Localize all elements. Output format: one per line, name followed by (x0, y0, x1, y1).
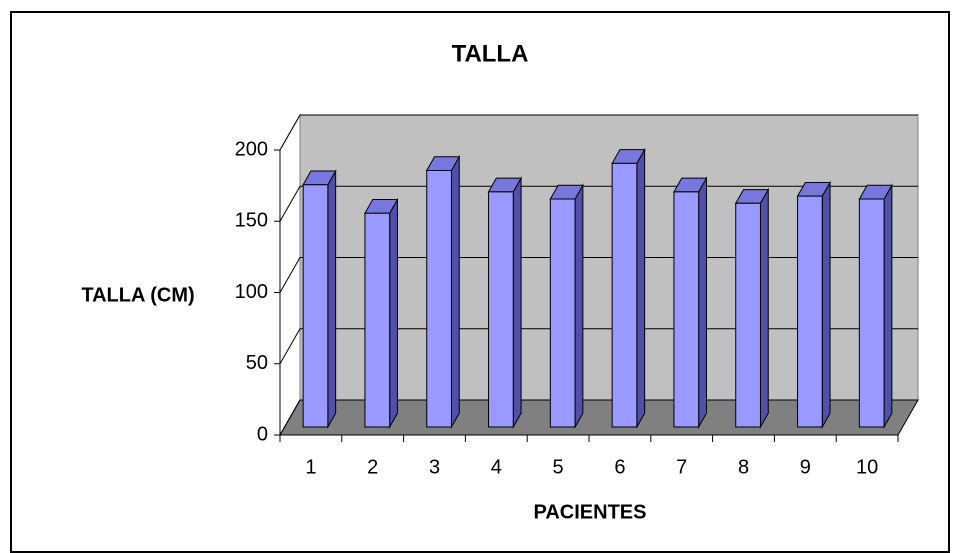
x-tick-label: 5 (553, 456, 564, 478)
bar (425, 154, 461, 429)
bar-side (574, 183, 584, 429)
bar (302, 169, 337, 429)
x-tick-label: 6 (614, 456, 625, 478)
bar-front (797, 195, 823, 428)
bar (487, 176, 522, 429)
bar-front (611, 162, 638, 428)
grid-line (279, 399, 918, 436)
bar-front (735, 202, 761, 428)
bar (796, 180, 831, 429)
x-tick-label: 10 (856, 456, 878, 478)
grid-line (279, 257, 918, 293)
bar (364, 197, 399, 429)
x-tick-label: 9 (800, 456, 811, 478)
bar (611, 147, 646, 429)
bar-front (673, 191, 700, 428)
grid-line (279, 114, 918, 151)
bar-front (302, 184, 329, 428)
bar-front (488, 191, 514, 428)
x-tick-label: 1 (305, 456, 316, 478)
x-tick-label: 7 (676, 456, 687, 478)
bar (858, 183, 893, 429)
y-tick-label: 100 (235, 281, 268, 303)
bar-side (883, 183, 893, 429)
x-tick-label: 3 (429, 456, 440, 478)
y-axis-label: TALLA (CM) (81, 284, 194, 306)
grid-line (279, 185, 918, 222)
bar-front (426, 169, 452, 428)
bar (549, 183, 584, 429)
bar-side (327, 169, 337, 429)
bar-side (759, 187, 769, 429)
bar-side (450, 154, 460, 429)
x-tick-label: 2 (367, 456, 378, 478)
bar (734, 187, 770, 429)
bar-side (636, 147, 646, 429)
x-axis-label: PACIENTES (534, 501, 647, 523)
chart-title: TALLA (452, 40, 529, 67)
x-tick-label: 4 (491, 456, 502, 478)
x-tick-label: 8 (738, 456, 749, 478)
bar-front (858, 198, 885, 428)
y-tick-label: 50 (246, 352, 268, 374)
y-tick-label: 200 (235, 138, 268, 160)
bar-side (698, 176, 707, 429)
bar-front (549, 198, 576, 428)
y-tick-label: 0 (257, 423, 268, 445)
y-tick-label: 150 (235, 210, 268, 232)
bar-side (389, 197, 398, 429)
bar-side (512, 176, 522, 429)
bar-front (364, 212, 391, 428)
grid-line (279, 328, 918, 364)
bar-side (821, 180, 831, 429)
bar (673, 176, 708, 429)
